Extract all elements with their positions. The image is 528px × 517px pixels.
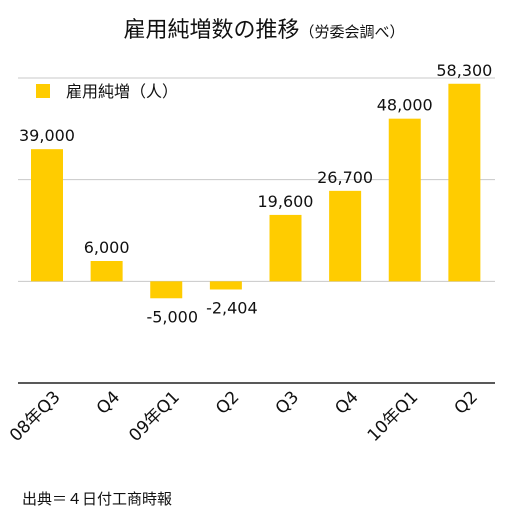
data-label: -5,000	[146, 307, 198, 326]
bar	[90, 261, 123, 282]
data-label: 58,300	[436, 61, 492, 80]
data-label: 39,000	[19, 126, 75, 145]
x-tick-label: Q3	[272, 387, 303, 418]
data-label: -2,404	[206, 298, 258, 317]
chart-title: 雇用純増数の推移（労委会調べ）	[0, 12, 528, 44]
x-tick-labels: 08年Q3 Q4 09年Q1 Q2 Q3 Q4 10年Q1 Q2	[6, 387, 482, 446]
legend: 雇用純増（人）	[36, 82, 178, 101]
bar	[150, 281, 183, 299]
bar	[329, 190, 362, 282]
x-tick-label: Q2	[212, 387, 243, 418]
x-tick-label: Q4	[331, 387, 362, 418]
x-tick-label: 10年Q1	[364, 387, 423, 446]
x-tick-label: Q2	[451, 387, 482, 418]
data-label: 48,000	[377, 96, 433, 115]
data-label: 26,700	[317, 168, 373, 187]
bars	[31, 83, 481, 299]
bar	[388, 118, 421, 282]
bar	[31, 149, 63, 282]
x-tick-label: Q4	[93, 387, 124, 418]
x-tick-label: 09年Q1	[125, 387, 184, 446]
legend-label: 雇用純増（人）	[66, 82, 178, 101]
subtitle-text: （労委会調べ）	[299, 23, 405, 41]
legend-swatch	[36, 84, 50, 98]
bar	[209, 281, 242, 290]
x-tick-label: 08年Q3	[6, 387, 65, 446]
data-label: 19,600	[258, 192, 314, 211]
bar	[448, 83, 481, 282]
source-note: 出典＝４日付工商時報	[22, 490, 173, 508]
data-label: 6,000	[84, 238, 130, 257]
title-text: 雇用純増数の推移	[123, 18, 300, 43]
bar	[269, 214, 302, 282]
gridlines	[18, 77, 495, 384]
